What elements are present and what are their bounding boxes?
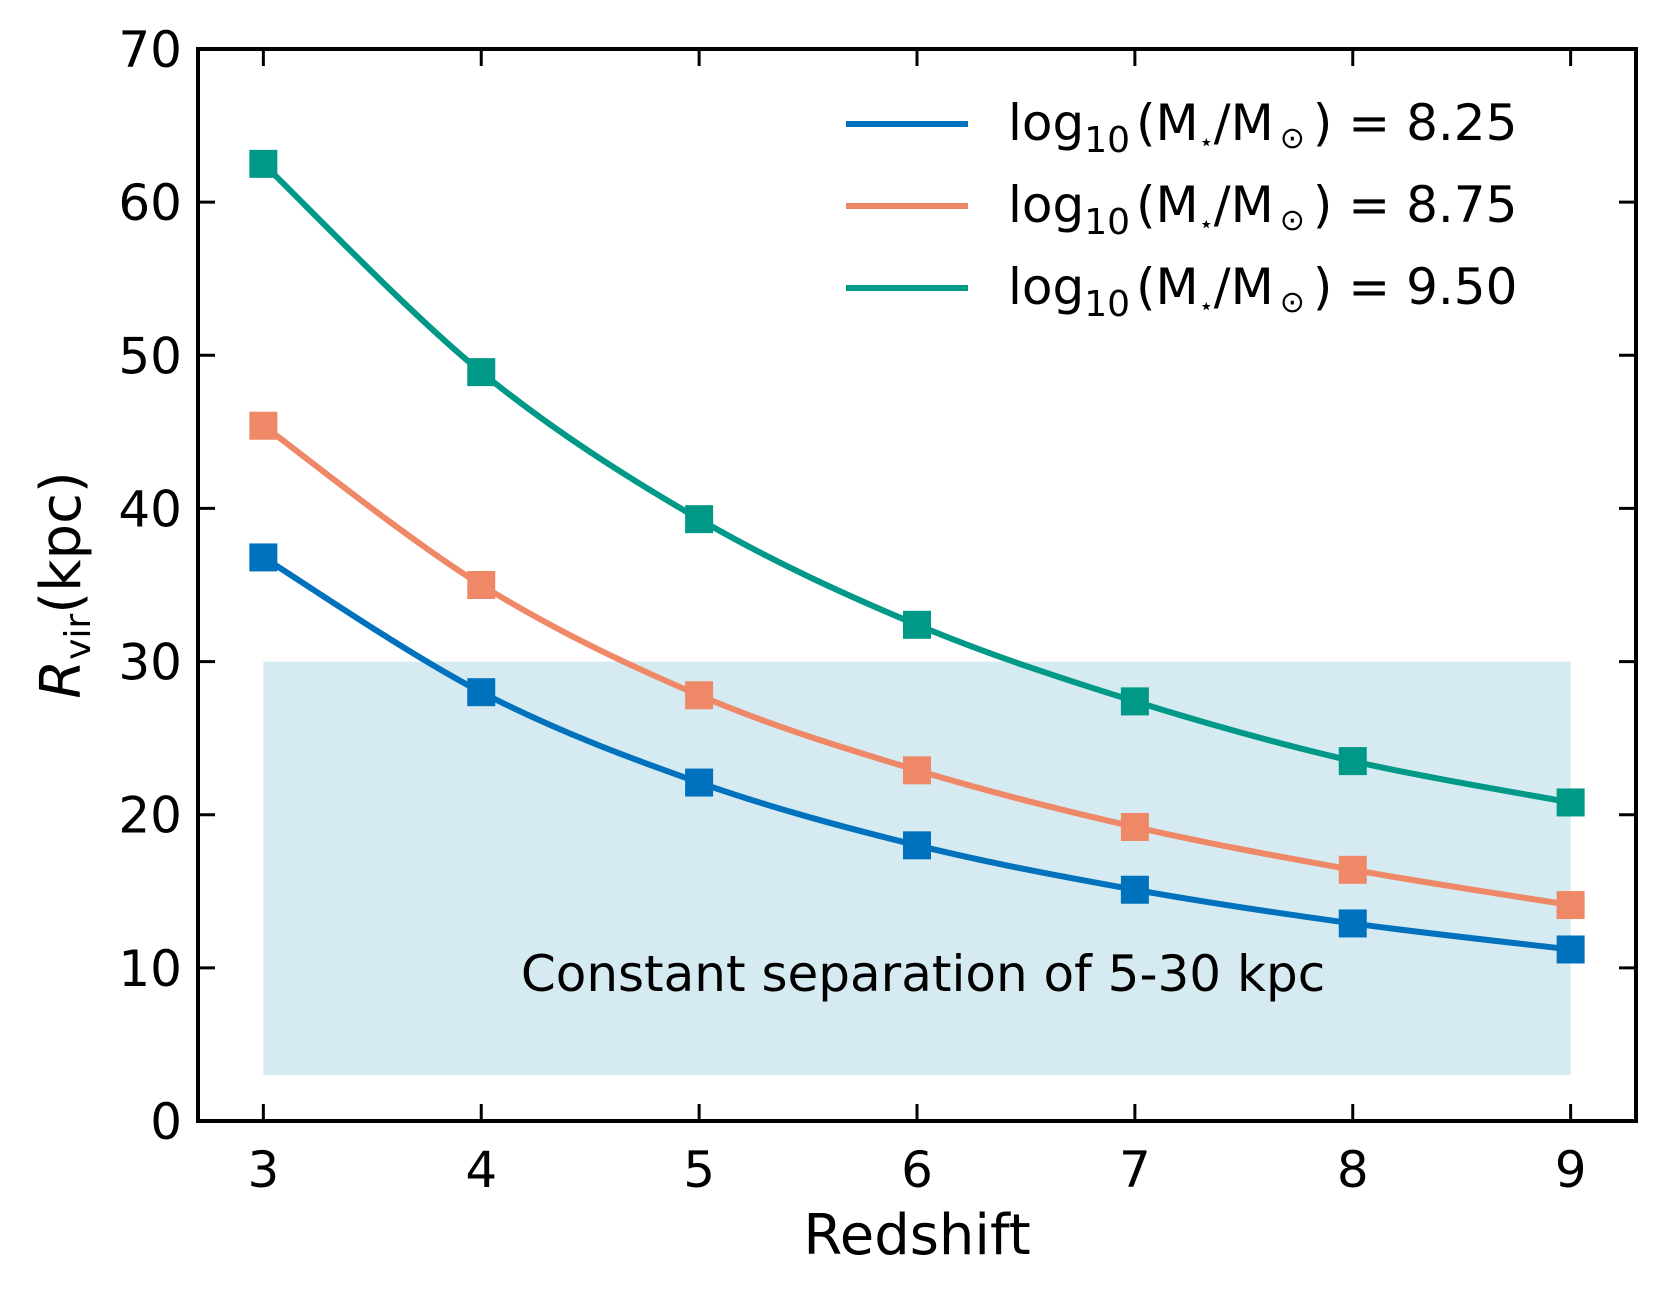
x-tick-label: 7 (1119, 1141, 1151, 1199)
x-tick-label: 9 (1555, 1141, 1587, 1199)
legend-base: 10 (1084, 120, 1130, 161)
y-tick-label: 10 (118, 940, 182, 998)
series-8.75-point-6 (903, 756, 931, 785)
series-8.25-point-8 (1338, 909, 1367, 938)
legend-eq: = 8.25 (1332, 94, 1517, 152)
legend-star: ⋆ (1199, 210, 1214, 238)
series-8.75-point-7 (1120, 812, 1149, 841)
series-9.50-point-5 (685, 505, 714, 534)
series-9.50-point-6 (903, 610, 931, 639)
legend-prefix: log (1008, 94, 1084, 152)
legend-star: ⋆ (1199, 128, 1214, 156)
series-9.50-point-4 (467, 358, 496, 387)
series-8.75-point-8 (1338, 855, 1367, 884)
series-8.25-point-9 (1556, 935, 1585, 964)
legend-sun: ⊙ (1280, 285, 1305, 320)
legend-close: ) (1313, 258, 1333, 316)
legend-expr: (M (1136, 176, 1199, 234)
series-8.75-point-9 (1556, 891, 1585, 920)
x-tick-label: 8 (1337, 1141, 1369, 1199)
legend-close: ) (1313, 176, 1333, 234)
y-axis-title-symbol: R (29, 660, 94, 699)
y-tick-label: 60 (118, 174, 182, 232)
y-tick-label: 20 (118, 787, 182, 845)
x-tick-label: 5 (683, 1141, 715, 1199)
legend-label-9.50: log10 (M⋆/M ⊙) = 9.50 (1008, 258, 1517, 325)
legend-slash: /M (1214, 176, 1274, 234)
legend-close: ) (1313, 94, 1333, 152)
legend-expr: (M (1136, 258, 1199, 316)
legend-slash: /M (1214, 94, 1274, 152)
series-9.50-point-9 (1556, 788, 1585, 817)
legend-prefix: log (1008, 258, 1084, 316)
y-tick-label: 50 (118, 327, 182, 385)
y-axis-title: Rvir(kpc) (29, 471, 99, 699)
x-tick-label: 4 (465, 1141, 497, 1199)
legend-sun: ⊙ (1280, 121, 1305, 156)
legend-base: 10 (1084, 284, 1130, 325)
series-8.25-point-6 (903, 831, 931, 860)
shaded-region (263, 661, 1571, 1076)
x-axis-title: Redshift (803, 1203, 1030, 1268)
legend-base: 10 (1084, 202, 1130, 243)
series-8.25-point-5 (685, 768, 714, 797)
y-axis-title-unit: (kpc) (29, 471, 94, 613)
y-tick-label: 30 (118, 634, 182, 692)
series-8.25-point-3 (249, 543, 278, 572)
legend-star: ⋆ (1199, 292, 1214, 320)
legend-eq: = 8.75 (1332, 176, 1517, 234)
legend-eq: = 9.50 (1332, 258, 1517, 316)
y-tick-label: 70 (118, 21, 182, 79)
legend-slash: /M (1214, 258, 1274, 316)
legend-label-8.75: log10 (M⋆/M ⊙) = 8.75 (1008, 176, 1517, 243)
series-8.75-point-5 (685, 681, 714, 710)
y-axis-title-subscript: vir (58, 614, 99, 660)
y-tick-label: 0 (150, 1093, 182, 1151)
series-8.25-point-7 (1120, 875, 1149, 904)
series-8.75-point-3 (249, 411, 278, 440)
series-9.50-point-3 (249, 149, 278, 178)
x-tick-label: 3 (247, 1141, 279, 1199)
series-8.25-point-4 (467, 678, 496, 707)
series-9.50-point-7 (1120, 687, 1149, 716)
x-tick-label: 6 (901, 1141, 933, 1199)
legend-sun: ⊙ (1280, 203, 1305, 238)
legend-label-8.25: log10 (M⋆/M ⊙) = 8.25 (1008, 94, 1517, 161)
series-9.50-point-8 (1338, 747, 1367, 776)
annotation-text: Constant separation of 5-30 kpc (521, 945, 1325, 1003)
series-8.75-point-4 (467, 571, 496, 599)
y-tick-label: 40 (118, 480, 182, 538)
legend-prefix: log (1008, 176, 1084, 234)
legend-expr: (M (1136, 94, 1199, 152)
